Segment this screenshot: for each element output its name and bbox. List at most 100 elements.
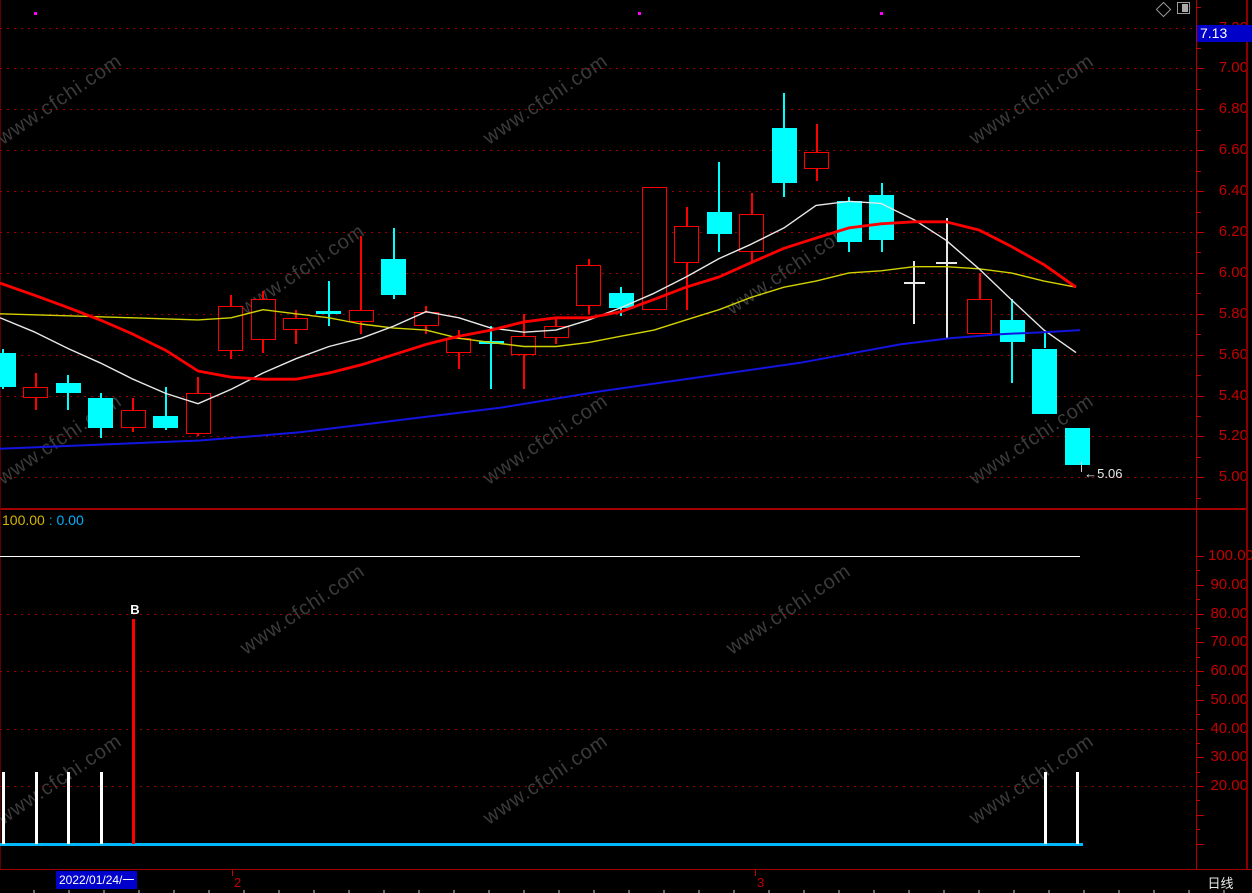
price-gridline bbox=[0, 28, 1196, 29]
price-gridline bbox=[0, 477, 1196, 478]
candle-wick bbox=[913, 260, 916, 324]
indicator-tick bbox=[1196, 657, 1200, 658]
price-tick bbox=[1196, 232, 1204, 233]
ma-blue bbox=[0, 329, 1081, 450]
cursor-date-box[interactable]: 2022/01/24/一 bbox=[56, 871, 138, 889]
decoration-dots bbox=[34, 12, 883, 15]
candle-wick bbox=[425, 305, 428, 312]
timeline-tick bbox=[313, 890, 315, 893]
indicator-gridline bbox=[0, 614, 1196, 615]
price-tick bbox=[1196, 334, 1201, 335]
price-tick bbox=[1196, 7, 1201, 8]
candle-wick bbox=[197, 434, 200, 437]
month-marker-tick bbox=[232, 870, 233, 876]
month-marker-tick bbox=[755, 870, 756, 876]
status-bar-top-border bbox=[0, 869, 1252, 870]
candle-wick bbox=[99, 428, 102, 439]
candle-wick bbox=[229, 295, 232, 306]
timeline-tick bbox=[1013, 890, 1015, 893]
timeline-tick bbox=[1188, 890, 1190, 893]
timeline-tick bbox=[1083, 890, 1085, 893]
price-gridline bbox=[0, 191, 1196, 192]
indicator-tick bbox=[1196, 714, 1200, 715]
indicator-tick bbox=[1196, 556, 1204, 557]
candle-wick bbox=[2, 387, 4, 390]
restore-window-icon[interactable] bbox=[1177, 2, 1190, 14]
indicator-tick bbox=[1196, 829, 1200, 830]
candle-wick bbox=[229, 350, 232, 359]
right-border-line bbox=[1246, 0, 1248, 893]
candle bbox=[739, 213, 765, 253]
candle-wick bbox=[555, 317, 558, 326]
candle-wick bbox=[880, 182, 883, 196]
candle bbox=[218, 305, 244, 351]
price-tick bbox=[1196, 171, 1201, 172]
indicator-bar bbox=[99, 771, 103, 844]
indicator-tick bbox=[1196, 786, 1204, 787]
candle bbox=[543, 326, 569, 339]
price-tick bbox=[1196, 191, 1204, 192]
candle-wick bbox=[457, 330, 460, 339]
candle bbox=[55, 383, 81, 394]
candle-wick bbox=[522, 313, 525, 337]
indicator-plot: B bbox=[0, 510, 1196, 869]
candle-wick bbox=[132, 428, 135, 433]
timeline-tick bbox=[558, 890, 560, 893]
timeline-tick bbox=[243, 890, 245, 893]
price-tick bbox=[1196, 498, 1201, 499]
timeline-tick bbox=[663, 890, 665, 893]
candle-wick bbox=[815, 168, 818, 181]
price-tick-label: 5.60 bbox=[1218, 346, 1248, 363]
price-chart-pane[interactable]: ←5.06 bbox=[0, 0, 1196, 508]
indicator-tick bbox=[1196, 743, 1200, 744]
candle-wick bbox=[2, 348, 4, 353]
indicator-tick-label: 50.00 bbox=[1210, 691, 1248, 708]
price-tick-label: 6.60 bbox=[1218, 141, 1248, 158]
candle bbox=[771, 127, 797, 183]
timeline-tick bbox=[1153, 890, 1155, 893]
month-marker-label[interactable]: 3 bbox=[757, 875, 765, 890]
ma-yellow bbox=[0, 266, 1077, 348]
indicator-tick-label: 60.00 bbox=[1210, 662, 1248, 679]
candle-wick bbox=[783, 93, 786, 128]
candle bbox=[185, 393, 211, 435]
indicator-tick-label: 70.00 bbox=[1210, 633, 1248, 650]
timeline-tick bbox=[348, 890, 350, 893]
timeline-tick bbox=[138, 890, 140, 893]
indicator-tick bbox=[1196, 729, 1204, 730]
candle bbox=[706, 211, 732, 235]
price-tick-label: 5.80 bbox=[1218, 305, 1248, 322]
candle bbox=[23, 387, 49, 398]
candle bbox=[0, 352, 16, 388]
indicator-value-right: 0.00 bbox=[56, 512, 84, 528]
ma-red bbox=[0, 220, 1077, 381]
indicator-gridline bbox=[0, 786, 1196, 787]
candle-wick bbox=[587, 258, 590, 265]
timeline-tick bbox=[803, 890, 805, 893]
status-bar: 2022/01/24/一 2 3 日线 bbox=[0, 869, 1252, 893]
price-tick bbox=[1196, 48, 1201, 49]
price-axis: 7.207.006.806.606.406.206.005.805.605.40… bbox=[1196, 0, 1252, 508]
price-tick bbox=[1196, 436, 1204, 437]
period-label[interactable]: 日线 bbox=[1207, 876, 1234, 891]
month-marker-label[interactable]: 2 bbox=[234, 875, 242, 890]
indicator-pane[interactable]: B 100.00 : 0.00 bbox=[0, 510, 1196, 869]
price-gridline bbox=[0, 232, 1196, 233]
candle-wick bbox=[815, 123, 818, 153]
candle-wick bbox=[522, 354, 525, 390]
magenta-dot bbox=[34, 12, 37, 15]
timeline-tick bbox=[103, 890, 105, 893]
magenta-dot bbox=[638, 12, 641, 15]
indicator-tick bbox=[1196, 570, 1200, 571]
indicator-tick bbox=[1196, 614, 1204, 615]
timeline-tick bbox=[943, 890, 945, 893]
candle-wick bbox=[34, 373, 37, 388]
ma-white bbox=[0, 200, 1077, 405]
timeline-tick bbox=[33, 890, 35, 893]
price-gridline bbox=[0, 314, 1196, 315]
candle-wick bbox=[783, 182, 786, 198]
indicator-bar bbox=[67, 771, 71, 844]
price-tick-label: 6.40 bbox=[1218, 182, 1248, 199]
candle-wick bbox=[360, 321, 363, 335]
